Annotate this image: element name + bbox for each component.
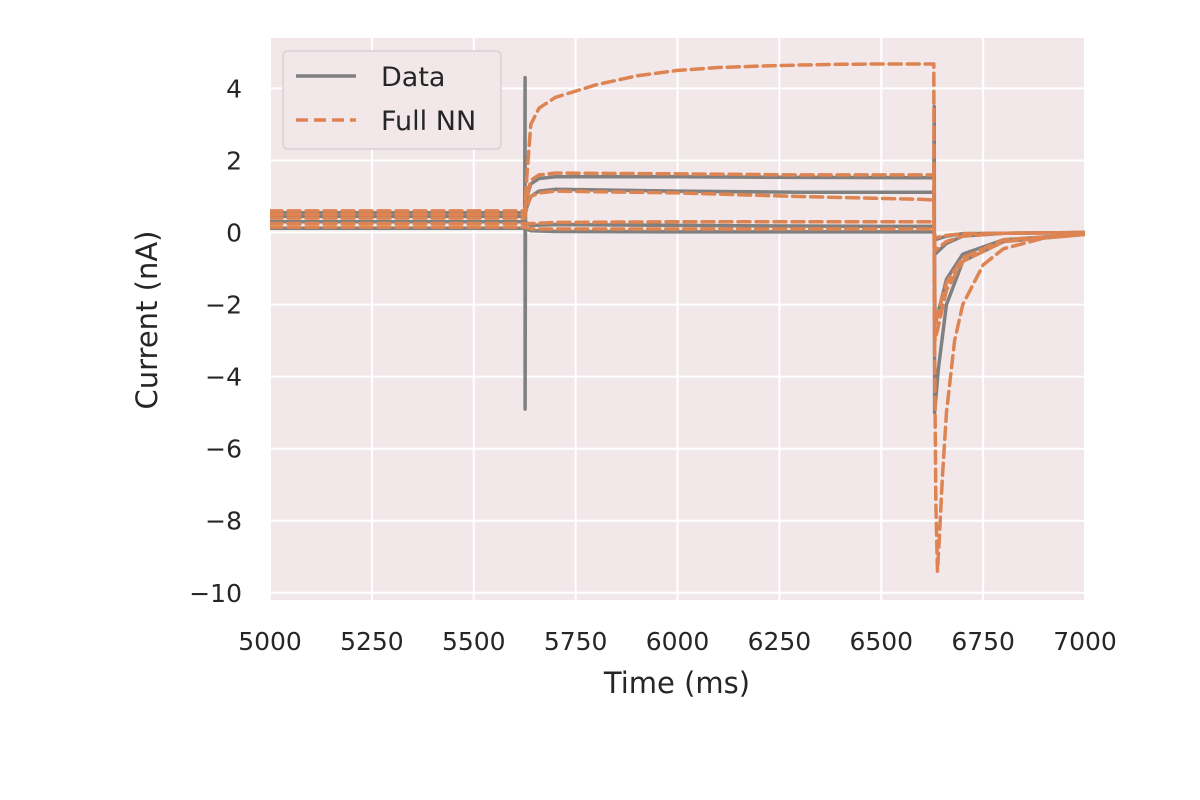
y-axis-title: Current (nA) xyxy=(130,231,164,410)
model-trace xyxy=(270,189,1085,343)
data-trace xyxy=(270,75,1085,415)
y-tick-label: −6 xyxy=(205,435,242,464)
x-tick-labels: 5000 5250 5500 5750 6000 6250 6500 6750 7000 xyxy=(238,627,1117,656)
model-trace xyxy=(270,225,1085,240)
y-tick-label: 0 xyxy=(226,219,242,248)
x-tick-label: 7000 xyxy=(1053,627,1117,656)
legend: Data Full NN xyxy=(282,50,502,150)
x-tick-label: 6000 xyxy=(646,627,710,656)
y-tick-label: −2 xyxy=(205,291,242,320)
model-trace xyxy=(270,62,1085,573)
x-tick-label: 5500 xyxy=(442,627,506,656)
legend-label-full-nn: Full NN xyxy=(381,106,476,137)
model-trace xyxy=(270,171,1085,328)
x-axis-title: Time (ms) xyxy=(603,666,750,700)
y-tick-labels: −10 −8 −6 −4 −2 0 2 4 xyxy=(189,74,242,607)
y-tick-label: −8 xyxy=(205,507,242,536)
y-tick-label: −4 xyxy=(205,363,242,392)
x-tick-label: 6500 xyxy=(849,627,913,656)
x-tick-label: 5750 xyxy=(544,627,608,656)
x-tick-label: 5000 xyxy=(238,627,302,656)
series-layer xyxy=(270,62,1085,573)
model-trace xyxy=(270,219,1085,253)
legend-label-data: Data xyxy=(381,62,445,93)
x-tick-label: 5250 xyxy=(340,627,404,656)
x-tick-label: 6750 xyxy=(951,627,1015,656)
y-tick-label: 4 xyxy=(226,74,242,103)
x-tick-label: 6250 xyxy=(748,627,812,656)
series-full-nn xyxy=(270,62,1085,573)
y-tick-label: 2 xyxy=(226,146,242,175)
y-tick-label: −10 xyxy=(189,579,242,608)
